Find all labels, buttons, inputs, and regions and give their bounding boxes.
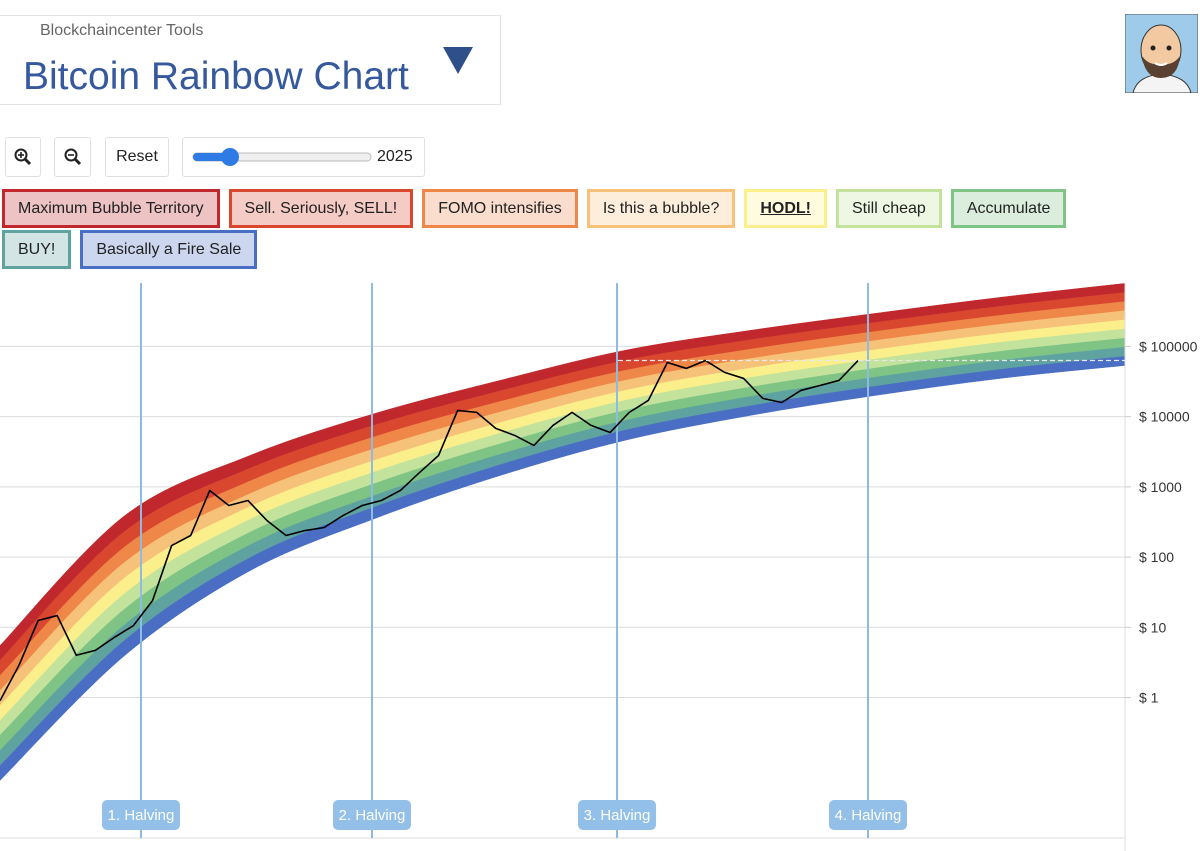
legend-button[interactable]: Maximum Bubble Territory	[2, 189, 220, 228]
legend-button[interactable]: Basically a Fire Sale	[80, 230, 258, 269]
reset-button[interactable]: Reset	[105, 137, 169, 177]
y-tick-label: $ 1000	[1139, 479, 1182, 495]
legend-button[interactable]: Is this a bubble?	[586, 189, 736, 228]
avatar[interactable]	[1125, 14, 1198, 93]
legend-button[interactable]: BUY!	[2, 230, 72, 269]
legend-button[interactable]: Still cheap	[836, 189, 942, 228]
zoom-in-button[interactable]	[5, 137, 41, 177]
legend-button[interactable]: HODL!	[744, 189, 827, 228]
y-tick-label: $ 10000	[1139, 409, 1190, 425]
zoom-out-button[interactable]	[54, 137, 91, 177]
halving-badge	[102, 800, 180, 830]
halving-label: 2. Halving	[339, 807, 406, 824]
legend: Maximum Bubble Territory Sell. Seriously,…	[2, 189, 1112, 269]
year-value: 2025	[377, 148, 413, 165]
zoom-in-icon	[14, 148, 32, 166]
dropdown-arrow[interactable]	[443, 47, 473, 75]
halving-label: 1. Halving	[108, 807, 175, 824]
halving-badge	[578, 800, 656, 830]
price-line	[0, 359, 859, 702]
tool-selector[interactable]: Blockchaincenter Tools Bitcoin Rainbow C…	[0, 15, 501, 105]
legend-button[interactable]: Sell. Seriously, SELL!	[228, 189, 414, 228]
y-tick-label: $ 100000	[1139, 338, 1198, 354]
legend-button[interactable]: Accumulate	[950, 189, 1067, 228]
halving-label: 3. Halving	[584, 807, 651, 824]
halving-badge	[829, 800, 907, 830]
year-slider[interactable]	[190, 146, 375, 168]
y-tick-label: $ 10	[1139, 619, 1166, 635]
y-tick-label: $ 100	[1139, 549, 1174, 565]
zoom-out-icon	[64, 148, 81, 166]
legend-button[interactable]: FOMO intensifies	[422, 189, 578, 228]
chart: $ 1 $ 10 $ 100 $ 1000 $ 10000 $ 100000 1. Halv…	[0, 283, 1198, 851]
halving-badge	[333, 800, 411, 830]
selector-title: Bitcoin Rainbow Chart	[23, 55, 409, 98]
y-tick-label: $ 1	[1139, 690, 1159, 706]
halving-label: 4. Halving	[835, 807, 902, 824]
selector-label: Blockchaincenter Tools	[34, 22, 210, 40]
